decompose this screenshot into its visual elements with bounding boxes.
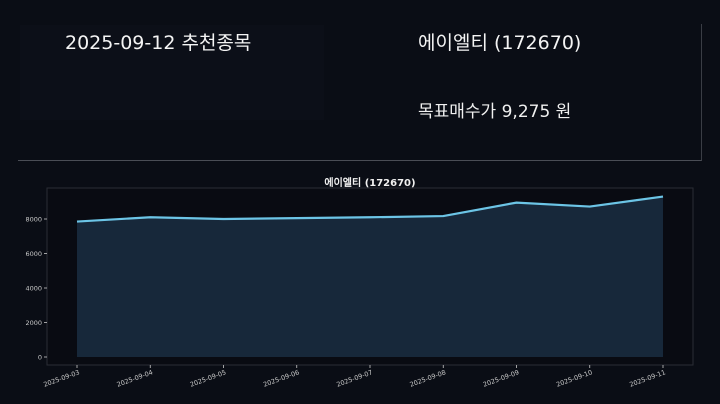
x-tick-label: 2025-09-03 [42, 368, 80, 388]
x-tick-label: 2025-09-09 [482, 368, 520, 388]
x-tick-label: 2025-09-05 [189, 368, 227, 388]
y-tick-label: 2000 [25, 319, 42, 327]
recommendation-title: 2025-09-12 추천종목 [65, 32, 252, 54]
x-tick-label: 2025-09-07 [335, 368, 373, 388]
header-panel [18, 24, 702, 161]
price-line [76, 195, 664, 223]
x-tick-label: 2025-09-11 [628, 368, 666, 388]
date-box [20, 25, 324, 120]
x-tick-label: 2025-09-04 [116, 368, 154, 388]
y-tick-label: 4000 [25, 284, 42, 292]
x-tick-label: 2025-09-10 [555, 368, 593, 388]
stock-name: 에이엘티 (172670) [418, 32, 582, 54]
area-fill [77, 196, 663, 357]
x-tick-label: 2025-09-06 [262, 368, 300, 388]
y-tick-label: 6000 [25, 250, 42, 258]
chart-title: 에이엘티 (172670) [324, 178, 416, 189]
y-tick-label: 0 [38, 353, 42, 361]
target-price: 목표매수가 9,275 원 [418, 102, 572, 122]
y-tick-label: 8000 [25, 215, 42, 223]
x-tick-label: 2025-09-08 [409, 368, 447, 388]
